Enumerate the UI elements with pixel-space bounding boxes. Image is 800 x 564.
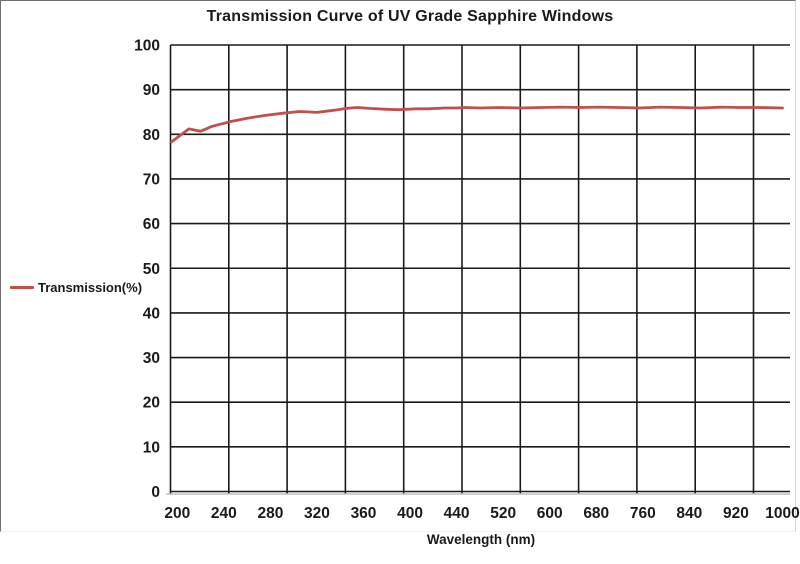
x-tick-label: 600	[537, 505, 563, 522]
legend: Transmission(%)	[10, 280, 142, 295]
x-tick-label: 520	[490, 505, 516, 522]
y-tick-label: 90	[143, 82, 160, 99]
legend-line-swatch	[10, 286, 34, 289]
x-tick-label: 360	[351, 505, 377, 522]
x-tick-label: 320	[304, 505, 330, 522]
y-tick-label: 100	[134, 38, 160, 55]
y-tick-label: 20	[143, 395, 160, 412]
y-tick-label: 60	[143, 216, 160, 233]
y-tick-label: 70	[143, 171, 160, 188]
chart-title: Transmission Curve of UV Grade Sapphire …	[206, 8, 614, 25]
y-tick-label: 50	[143, 261, 160, 278]
x-tick-label: 1000	[765, 505, 799, 522]
x-tick-label: 200	[164, 505, 190, 522]
transmission-curve	[170, 105, 784, 144]
y-tick-label: 80	[143, 127, 160, 144]
y-tick-label: 30	[143, 350, 160, 367]
x-tick-label: 680	[583, 505, 609, 522]
x-axis-title: Wavelength (nm)	[426, 532, 536, 547]
chart-frame	[0, 0, 796, 532]
x-tick-label: 440	[444, 505, 470, 522]
y-tick-label: 10	[143, 439, 160, 456]
x-tick-label: 920	[723, 505, 749, 522]
x-tick-label: 400	[397, 505, 423, 522]
x-tick-label: 280	[257, 505, 283, 522]
x-tick-label: 840	[676, 505, 702, 522]
x-tick-label: 760	[630, 505, 656, 522]
y-tick-label: 0	[151, 484, 160, 501]
y-tick-label: 40	[143, 305, 160, 322]
legend-label: Transmission(%)	[38, 280, 143, 295]
x-tick-label: 240	[211, 505, 237, 522]
